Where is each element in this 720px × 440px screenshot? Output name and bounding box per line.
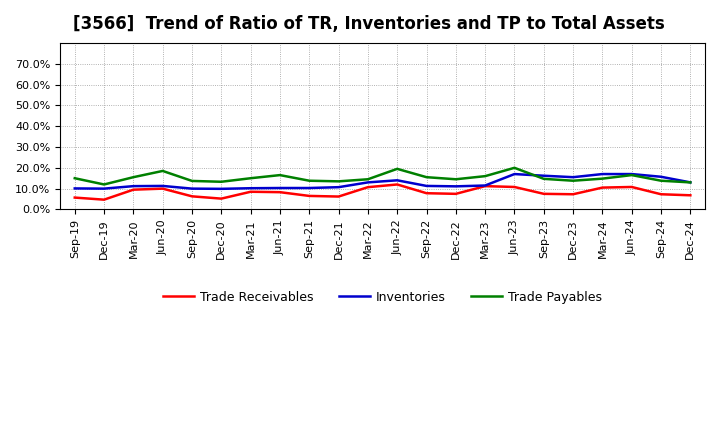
Trade Payables [569,178,577,183]
Inventories [188,186,197,191]
Trade Payables [657,178,665,183]
Trade Payables [451,176,460,182]
Inventories [451,184,460,189]
Trade Payables [686,180,695,185]
Inventories [657,174,665,180]
Trade Payables [129,175,138,180]
Trade Receivables [71,195,79,200]
Trade Payables [100,182,109,187]
Inventories [569,175,577,180]
Trade Receivables [598,185,607,190]
Inventories [598,172,607,177]
Trade Receivables [686,193,695,198]
Line: Inventories: Inventories [75,174,690,189]
Trade Receivables [657,191,665,197]
Trade Receivables [334,194,343,199]
Trade Receivables [276,190,284,195]
Inventories [334,184,343,190]
Trade Receivables [246,189,255,194]
Trade Receivables [627,184,636,190]
Line: Trade Payables: Trade Payables [75,168,690,184]
Trade Payables [510,165,519,170]
Trade Payables [627,172,636,178]
Inventories [539,173,548,178]
Trade Payables [71,176,79,181]
Trade Receivables [393,182,402,187]
Trade Payables [188,178,197,183]
Trade Payables [217,179,225,184]
Trade Payables [393,166,402,172]
Inventories [100,186,109,191]
Inventories [217,186,225,191]
Inventories [158,183,167,189]
Inventories [246,186,255,191]
Trade Payables [246,176,255,181]
Inventories [129,183,138,189]
Trade Payables [539,176,548,181]
Trade Payables [305,178,314,183]
Inventories [364,180,372,185]
Trade Receivables [451,191,460,197]
Inventories [481,183,490,188]
Trade Payables [598,176,607,181]
Trade Receivables [217,196,225,201]
Trade Receivables [100,197,109,202]
Trade Payables [364,176,372,182]
Trade Receivables [158,186,167,191]
Inventories [305,185,314,191]
Trade Payables [158,168,167,173]
Inventories [686,180,695,185]
Trade Receivables [364,184,372,190]
Legend: Trade Receivables, Inventories, Trade Payables: Trade Receivables, Inventories, Trade Pa… [158,286,608,309]
Trade Payables [334,179,343,184]
Inventories [276,185,284,191]
Trade Receivables [129,187,138,192]
Inventories [393,178,402,183]
Inventories [71,186,79,191]
Trade Payables [276,172,284,178]
Inventories [422,183,431,189]
Trade Receivables [188,194,197,199]
Inventories [627,172,636,177]
Line: Trade Receivables: Trade Receivables [75,184,690,200]
Trade Payables [481,173,490,179]
Trade Receivables [305,193,314,198]
Trade Receivables [510,184,519,190]
Trade Receivables [539,191,548,197]
Trade Receivables [569,191,577,197]
Inventories [510,172,519,177]
Trade Payables [422,175,431,180]
Trade Receivables [481,183,490,189]
Text: [3566]  Trend of Ratio of TR, Inventories and TP to Total Assets: [3566] Trend of Ratio of TR, Inventories… [73,15,665,33]
Trade Receivables [422,191,431,196]
